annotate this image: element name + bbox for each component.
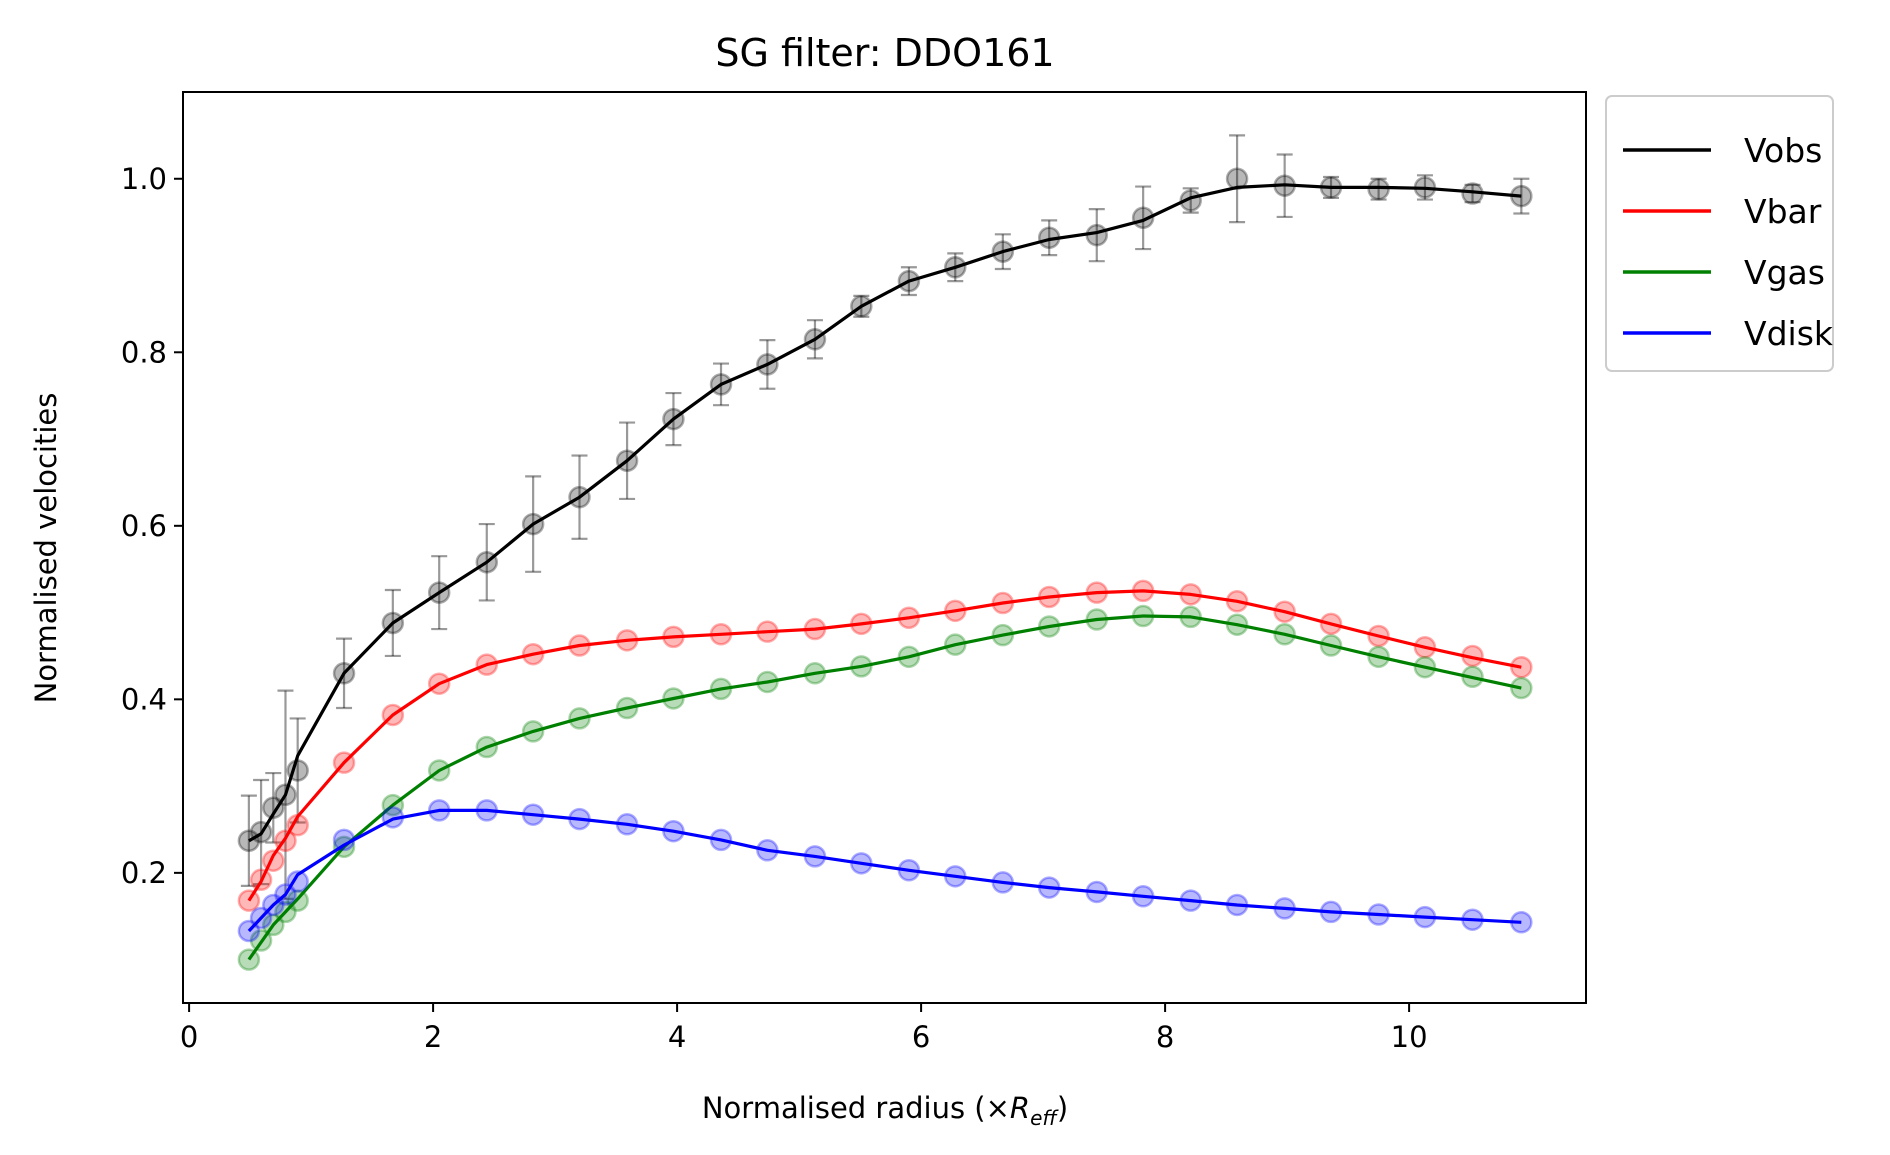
error-bar: [1370, 177, 1387, 201]
x-axis-label: Normalised radius (×Reff): [702, 1091, 1068, 1130]
y-tick-label: 0.6: [121, 509, 167, 543]
error-bar: [1464, 183, 1481, 204]
y-tick-label: 0.4: [121, 682, 167, 716]
legend-label: Vdisk: [1744, 314, 1834, 353]
legend-label: Vgas: [1744, 253, 1825, 292]
legend-box: [1605, 95, 1834, 372]
y-tick-label: 0.8: [121, 335, 167, 369]
y-tick-label: 0.2: [121, 856, 167, 890]
series-line: [248, 183, 1522, 843]
legend-item-vbar: Vbar: [1623, 192, 1822, 231]
legend-item-vobs: Vobs: [1623, 131, 1822, 170]
legend-label: Vobs: [1744, 131, 1822, 170]
y-tick-label: 1.0: [121, 162, 167, 196]
error-bar: [1182, 187, 1199, 214]
legend-item-vgas: Vgas: [1623, 253, 1825, 292]
series-line: [247, 808, 1522, 933]
x-tick-label: 10: [1391, 1020, 1428, 1054]
error-bar: [265, 771, 282, 844]
data-point: [262, 796, 285, 820]
x-axis: 0 2 4 6 8 10: [180, 1003, 1428, 1054]
legend: Vobs Vbar Vgas Vdisk: [1605, 95, 1834, 372]
error-bar: [1229, 134, 1246, 224]
data-point: [286, 870, 309, 893]
error-bar: [1513, 177, 1530, 215]
series-vbar: [237, 579, 1533, 912]
error-bar: [1041, 219, 1058, 257]
legend-item-vdisk: Vdisk: [1623, 314, 1834, 353]
x-tick-label: 8: [1156, 1020, 1174, 1054]
data-point: [1510, 655, 1533, 679]
plot-marks: [237, 134, 1533, 971]
error-bar: [1135, 185, 1152, 251]
x-tick-label: 2: [424, 1020, 442, 1054]
y-axis: 0.2 0.4 0.6 0.8 1.0: [121, 162, 183, 890]
x-tick-label: 6: [912, 1020, 930, 1054]
x-tick-label: 0: [180, 1020, 198, 1054]
data-point: [1367, 177, 1390, 201]
error-bar: [289, 717, 306, 824]
legend-label: Vbar: [1744, 192, 1822, 231]
chart-title: SG filter: DDO161: [715, 31, 1054, 75]
x-tick-label: 4: [668, 1020, 686, 1054]
series-line: [247, 589, 1522, 902]
series-vdisk: [237, 799, 1533, 943]
data-point: [1510, 676, 1533, 700]
data-point: [237, 948, 261, 971]
axes-frame: [182, 91, 1587, 1004]
series-vobs: [237, 134, 1533, 900]
y-axis-label: Normalised velocities: [29, 393, 63, 704]
data-point: [237, 889, 261, 912]
error-bar: [1088, 208, 1105, 263]
